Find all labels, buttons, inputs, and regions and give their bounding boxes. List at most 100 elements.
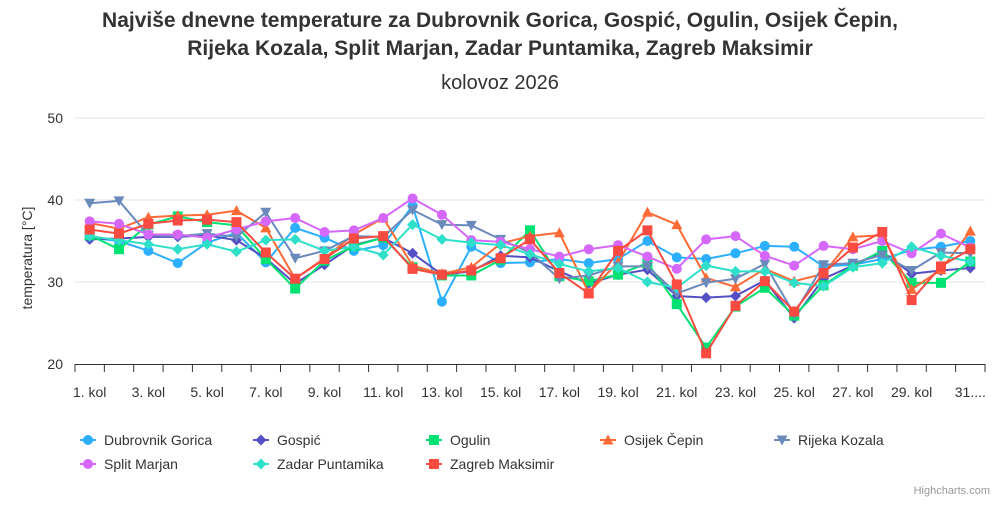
data-point-rijeka-kozala[interactable]: [407, 205, 419, 216]
data-point-zadar-puntamika[interactable]: [495, 239, 507, 251]
data-point-split-marjan[interactable]: [583, 244, 594, 255]
data-point-gospic[interactable]: [407, 247, 419, 259]
data-point-split-marjan[interactable]: [172, 229, 183, 240]
data-point-zagreb-maksimir[interactable]: [583, 288, 594, 299]
data-point-split-marjan[interactable]: [818, 240, 829, 251]
data-point-split-marjan[interactable]: [202, 232, 213, 243]
data-point-rijeka-kozala[interactable]: [230, 232, 242, 243]
data-point-split-marjan[interactable]: [935, 228, 946, 239]
data-point-dubrovnik-gorica[interactable]: [759, 240, 770, 251]
data-point-zagreb-maksimir[interactable]: [554, 267, 565, 278]
data-point-rijeka-kozala[interactable]: [906, 266, 918, 277]
data-point-zadar-puntamika[interactable]: [230, 246, 242, 258]
data-point-zadar-puntamika[interactable]: [788, 277, 800, 289]
data-point-ogulin[interactable]: [701, 342, 712, 353]
data-point-split-marjan[interactable]: [554, 251, 565, 262]
data-point-zagreb-maksimir[interactable]: [671, 279, 682, 290]
data-point-ogulin[interactable]: [671, 299, 682, 310]
legend-item-gospic[interactable]: Gospić: [253, 432, 321, 448]
data-point-zagreb-maksimir[interactable]: [906, 295, 917, 306]
data-point-ogulin[interactable]: [260, 254, 271, 265]
data-point-osijek-cepin[interactable]: [641, 206, 653, 217]
data-point-zadar-puntamika[interactable]: [964, 256, 976, 267]
data-point-ogulin[interactable]: [583, 276, 594, 287]
data-point-split-marjan[interactable]: [759, 250, 770, 261]
data-point-dubrovnik-gorica[interactable]: [583, 258, 594, 269]
data-point-split-marjan[interactable]: [671, 263, 682, 274]
data-point-zagreb-maksimir[interactable]: [114, 228, 125, 239]
data-point-split-marjan[interactable]: [789, 260, 800, 271]
data-point-rijeka-kozala[interactable]: [289, 253, 301, 264]
data-point-dubrovnik-gorica[interactable]: [642, 236, 653, 246]
data-point-zadar-puntamika[interactable]: [465, 237, 477, 249]
data-point-zagreb-maksimir[interactable]: [436, 269, 447, 280]
legend-item-zagreb-maksimir[interactable]: Zagreb Maksimir: [426, 456, 555, 472]
data-point-osijek-cepin[interactable]: [230, 205, 242, 216]
legend-item-dubrovnik-gorica[interactable]: Dubrovnik Gorica: [80, 432, 212, 448]
data-point-zagreb-maksimir[interactable]: [348, 233, 359, 244]
data-point-rijeka-kozala[interactable]: [700, 278, 712, 289]
data-point-split-marjan[interactable]: [319, 226, 330, 237]
data-point-zadar-puntamika[interactable]: [319, 245, 331, 257]
data-point-gospic[interactable]: [700, 292, 712, 304]
data-point-zagreb-maksimir[interactable]: [202, 214, 213, 225]
data-point-zadar-puntamika[interactable]: [348, 241, 360, 253]
data-point-rijeka-kozala[interactable]: [465, 220, 477, 231]
data-point-zagreb-maksimir[interactable]: [319, 254, 330, 265]
data-point-dubrovnik-gorica[interactable]: [436, 296, 447, 307]
data-point-zadar-puntamika[interactable]: [700, 260, 712, 272]
data-point-dubrovnik-gorica[interactable]: [701, 254, 712, 265]
data-point-split-marjan[interactable]: [730, 231, 741, 242]
data-point-ogulin[interactable]: [613, 269, 624, 280]
legend-item-split-marjan[interactable]: Split Marjan: [80, 456, 178, 472]
data-point-osijek-cepin[interactable]: [847, 231, 859, 242]
data-point-zadar-puntamika[interactable]: [935, 250, 947, 262]
data-point-zadar-puntamika[interactable]: [201, 238, 213, 250]
legend-item-ogulin[interactable]: Ogulin: [426, 432, 490, 448]
data-point-split-marjan[interactable]: [436, 209, 447, 220]
data-point-dubrovnik-gorica[interactable]: [671, 252, 682, 263]
data-point-split-marjan[interactable]: [84, 216, 95, 227]
data-point-zagreb-maksimir[interactable]: [789, 306, 800, 317]
data-point-rijeka-kozala[interactable]: [84, 198, 96, 209]
data-point-zadar-puntamika[interactable]: [759, 265, 771, 277]
data-point-split-marjan[interactable]: [642, 251, 653, 262]
data-point-split-marjan[interactable]: [407, 193, 418, 204]
data-point-zadar-puntamika[interactable]: [553, 258, 565, 270]
data-point-zadar-puntamika[interactable]: [260, 234, 272, 246]
legend-item-rijeka-kozala[interactable]: Rijeka Kozala: [774, 432, 884, 448]
data-point-split-marjan[interactable]: [143, 229, 154, 240]
data-point-dubrovnik-gorica[interactable]: [143, 245, 154, 256]
data-point-zadar-puntamika[interactable]: [583, 265, 595, 277]
data-point-zagreb-maksimir[interactable]: [378, 231, 389, 242]
data-point-zagreb-maksimir[interactable]: [407, 263, 418, 274]
data-point-zadar-puntamika[interactable]: [407, 219, 419, 231]
data-point-zagreb-maksimir[interactable]: [525, 234, 535, 245]
data-point-zagreb-maksimir[interactable]: [818, 267, 829, 278]
data-point-zagreb-maksimir[interactable]: [730, 300, 741, 311]
data-point-zadar-puntamika[interactable]: [377, 249, 389, 261]
data-point-zagreb-maksimir[interactable]: [877, 226, 888, 237]
data-point-zadar-puntamika[interactable]: [612, 262, 624, 274]
data-point-rijeka-kozala[interactable]: [436, 220, 448, 231]
data-point-zadar-puntamika[interactable]: [876, 257, 888, 269]
data-point-zadar-puntamika[interactable]: [524, 248, 536, 260]
legend-item-zadar-puntamika[interactable]: Zadar Puntamika: [253, 456, 384, 472]
data-point-split-marjan[interactable]: [290, 213, 301, 224]
data-point-dubrovnik-gorica[interactable]: [789, 241, 800, 252]
data-point-zagreb-maksimir[interactable]: [613, 245, 624, 256]
legend-item-osijek-cepin[interactable]: Osijek Čepin: [600, 432, 703, 448]
credits-link[interactable]: Highcharts.com: [914, 485, 990, 497]
data-point-rijeka-kozala[interactable]: [876, 250, 888, 261]
data-point-ogulin[interactable]: [935, 277, 946, 288]
data-point-rijeka-kozala[interactable]: [641, 261, 653, 272]
data-point-ogulin[interactable]: [906, 277, 917, 288]
data-point-osijek-cepin[interactable]: [553, 227, 565, 238]
data-point-zagreb-maksimir[interactable]: [143, 218, 154, 229]
data-point-rijeka-kozala[interactable]: [729, 274, 741, 285]
data-point-rijeka-kozala[interactable]: [759, 259, 771, 270]
data-point-osijek-cepin[interactable]: [260, 222, 272, 233]
data-point-gospic[interactable]: [729, 290, 741, 302]
data-point-zadar-puntamika[interactable]: [906, 241, 918, 253]
data-point-osijek-cepin[interactable]: [964, 225, 976, 236]
